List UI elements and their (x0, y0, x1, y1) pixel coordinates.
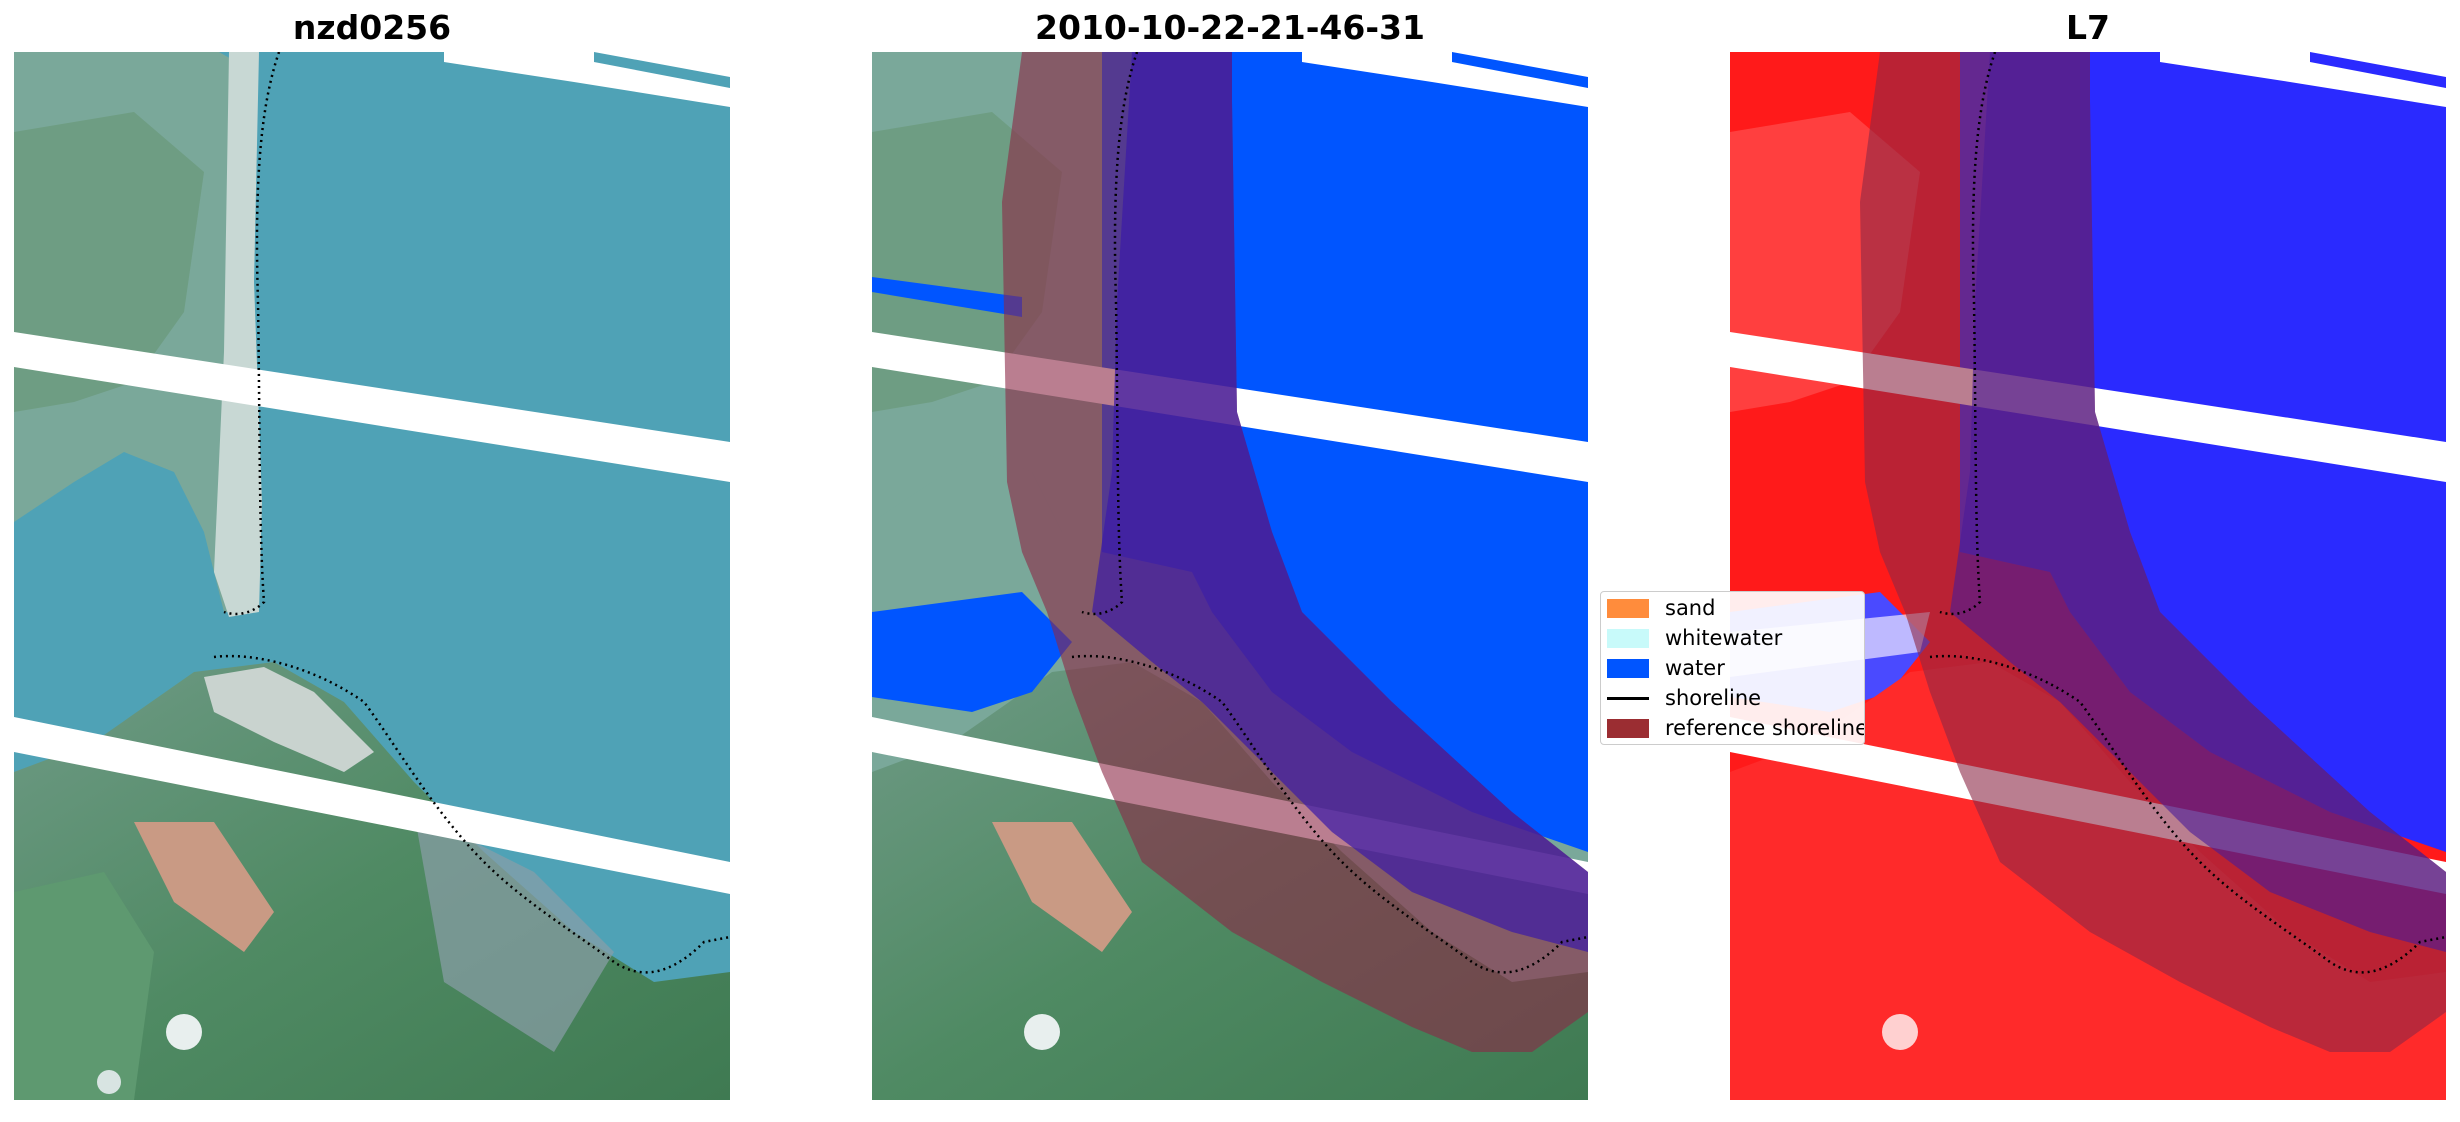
classified-image-panel (872, 52, 1588, 1100)
panel-title-index: L7 (2066, 8, 2110, 47)
panel-title-rgb: nzd0256 (292, 8, 452, 47)
legend-item-whitewater: whitewater (1607, 623, 1782, 653)
sand-swatch (1607, 598, 1649, 618)
legend-item-sand: sand (1607, 593, 1715, 623)
rgb-image-panel (14, 52, 730, 1100)
shoreline-line-swatch (1607, 696, 1649, 700)
legend-item-reference-buffer: reference shoreline buffer (1607, 713, 1864, 743)
rgb-image (14, 52, 730, 1100)
whitewater-swatch (1607, 628, 1649, 648)
index-image-panel (1730, 52, 2446, 1100)
legend: sand whitewater water shoreline referenc… (1600, 591, 1865, 745)
index-image (1730, 52, 2446, 1100)
water-swatch (1607, 658, 1649, 678)
panel-title-classified: 2010-10-22-21-46-31 (1035, 8, 1425, 47)
classified-image (872, 52, 1588, 1100)
legend-item-water: water (1607, 653, 1725, 683)
reference-buffer-swatch (1607, 718, 1649, 738)
legend-item-shoreline: shoreline (1607, 683, 1761, 713)
